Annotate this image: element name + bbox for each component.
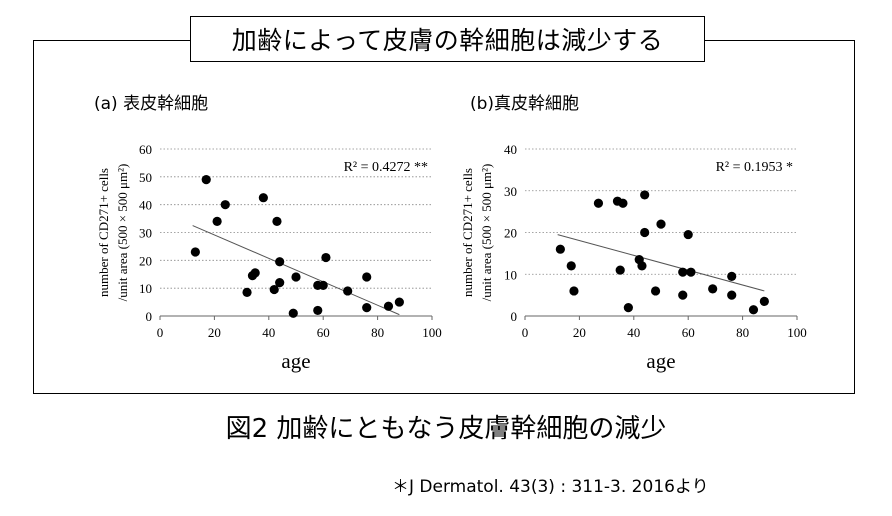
data-point-a: [318, 280, 328, 290]
data-point-b: [686, 267, 696, 277]
data-point-a: [212, 216, 222, 226]
x-tick-label-b: 80: [736, 325, 749, 340]
y-tick-label-a: 10: [139, 281, 152, 296]
data-point-a: [321, 252, 331, 263]
data-point-b: [640, 190, 650, 200]
x-tick-label-b: 40: [627, 325, 640, 340]
data-point-b: [615, 265, 625, 275]
x-tick-label-a: 100: [422, 325, 442, 340]
data-point-b: [727, 271, 737, 281]
y-tick-label-b: 10: [504, 267, 517, 282]
x-tick-label-a: 60: [317, 325, 330, 340]
data-point-b: [569, 286, 579, 296]
x-axis-label-b: age: [646, 349, 675, 373]
data-point-b: [555, 244, 565, 254]
data-point-b: [637, 261, 647, 271]
x-tick-label-b: 20: [573, 325, 586, 340]
x-tick-label-a: 80: [371, 325, 384, 340]
x-tick-label-b: 60: [682, 325, 695, 340]
data-point-b: [623, 303, 633, 313]
panel-title-b: (b)真皮幹細胞: [470, 93, 579, 114]
data-point-a: [272, 216, 282, 226]
data-point-b: [748, 305, 759, 315]
x-tick-label-b: 0: [522, 325, 529, 340]
data-point-b: [618, 198, 628, 208]
data-point-a: [343, 286, 353, 296]
banner-title: 加齢によって皮膚の幹細胞は減少する: [190, 16, 705, 62]
y-axis-label-line1-b: number of CD271+ cells: [460, 168, 475, 297]
y-axis-label-line2-b: /unit area (500 × 500 μm²): [479, 164, 494, 302]
data-point-a: [242, 287, 252, 297]
panel-title-a: (a) 表皮幹細胞: [94, 93, 208, 114]
y-tick-label-a: 40: [139, 198, 152, 213]
data-point-a: [313, 305, 323, 316]
y-axis-label-line1-a: number of CD271+ cells: [96, 168, 111, 297]
data-point-b: [656, 219, 666, 229]
data-point-b: [566, 261, 576, 271]
y-tick-label-a: 30: [139, 226, 152, 241]
figure-caption: 図2 加齢にともなう皮膚幹細胞の減少: [225, 414, 667, 444]
y-tick-label-b: 30: [504, 184, 517, 199]
trendline-a: [192, 225, 400, 316]
citation: ＊J Dermatol. 43(3) : 311-3. 2016より: [392, 477, 709, 497]
data-point-a: [190, 247, 200, 257]
trendline-b: [557, 234, 765, 292]
data-point-a: [383, 301, 394, 311]
data-point-b: [640, 227, 650, 238]
y-tick-label-b: 0: [511, 309, 518, 324]
x-tick-label-a: 0: [157, 325, 164, 340]
y-tick-label-a: 50: [139, 170, 152, 185]
r-squared-label-b: R² = 0.1953 *: [716, 160, 793, 175]
x-tick-label-b: 100: [787, 325, 807, 340]
data-point-b: [678, 290, 688, 300]
data-point-b: [593, 198, 604, 208]
y-tick-label-a: 0: [146, 309, 153, 324]
data-point-a: [275, 257, 285, 267]
y-tick-label-a: 20: [139, 253, 152, 268]
y-tick-label-a: 60: [139, 142, 152, 157]
data-point-a: [220, 200, 230, 210]
x-axis-label-a: age: [281, 349, 310, 373]
data-point-b: [759, 296, 769, 306]
y-tick-label-b: 40: [504, 142, 517, 157]
data-point-a: [288, 308, 298, 318]
data-point-a: [250, 268, 260, 278]
data-point-a: [394, 297, 404, 307]
data-point-a: [201, 175, 211, 185]
x-tick-label-a: 20: [208, 325, 221, 340]
data-point-a: [275, 278, 285, 288]
y-tick-label-b: 20: [504, 226, 517, 241]
data-point-b: [708, 284, 718, 294]
data-point-b: [678, 267, 688, 277]
data-point-a: [362, 272, 372, 282]
data-point-a: [269, 284, 279, 295]
data-point-b: [683, 229, 693, 240]
r-squared-label-a: R² = 0.4272 **: [344, 160, 428, 175]
x-tick-label-a: 40: [262, 325, 275, 340]
data-point-a: [362, 303, 372, 313]
data-point-a: [291, 272, 301, 282]
data-point-b: [650, 286, 661, 296]
data-point-a: [258, 193, 268, 203]
y-axis-label-line2-a: /unit area (500 × 500 μm²): [115, 164, 130, 302]
data-point-b: [727, 290, 737, 300]
